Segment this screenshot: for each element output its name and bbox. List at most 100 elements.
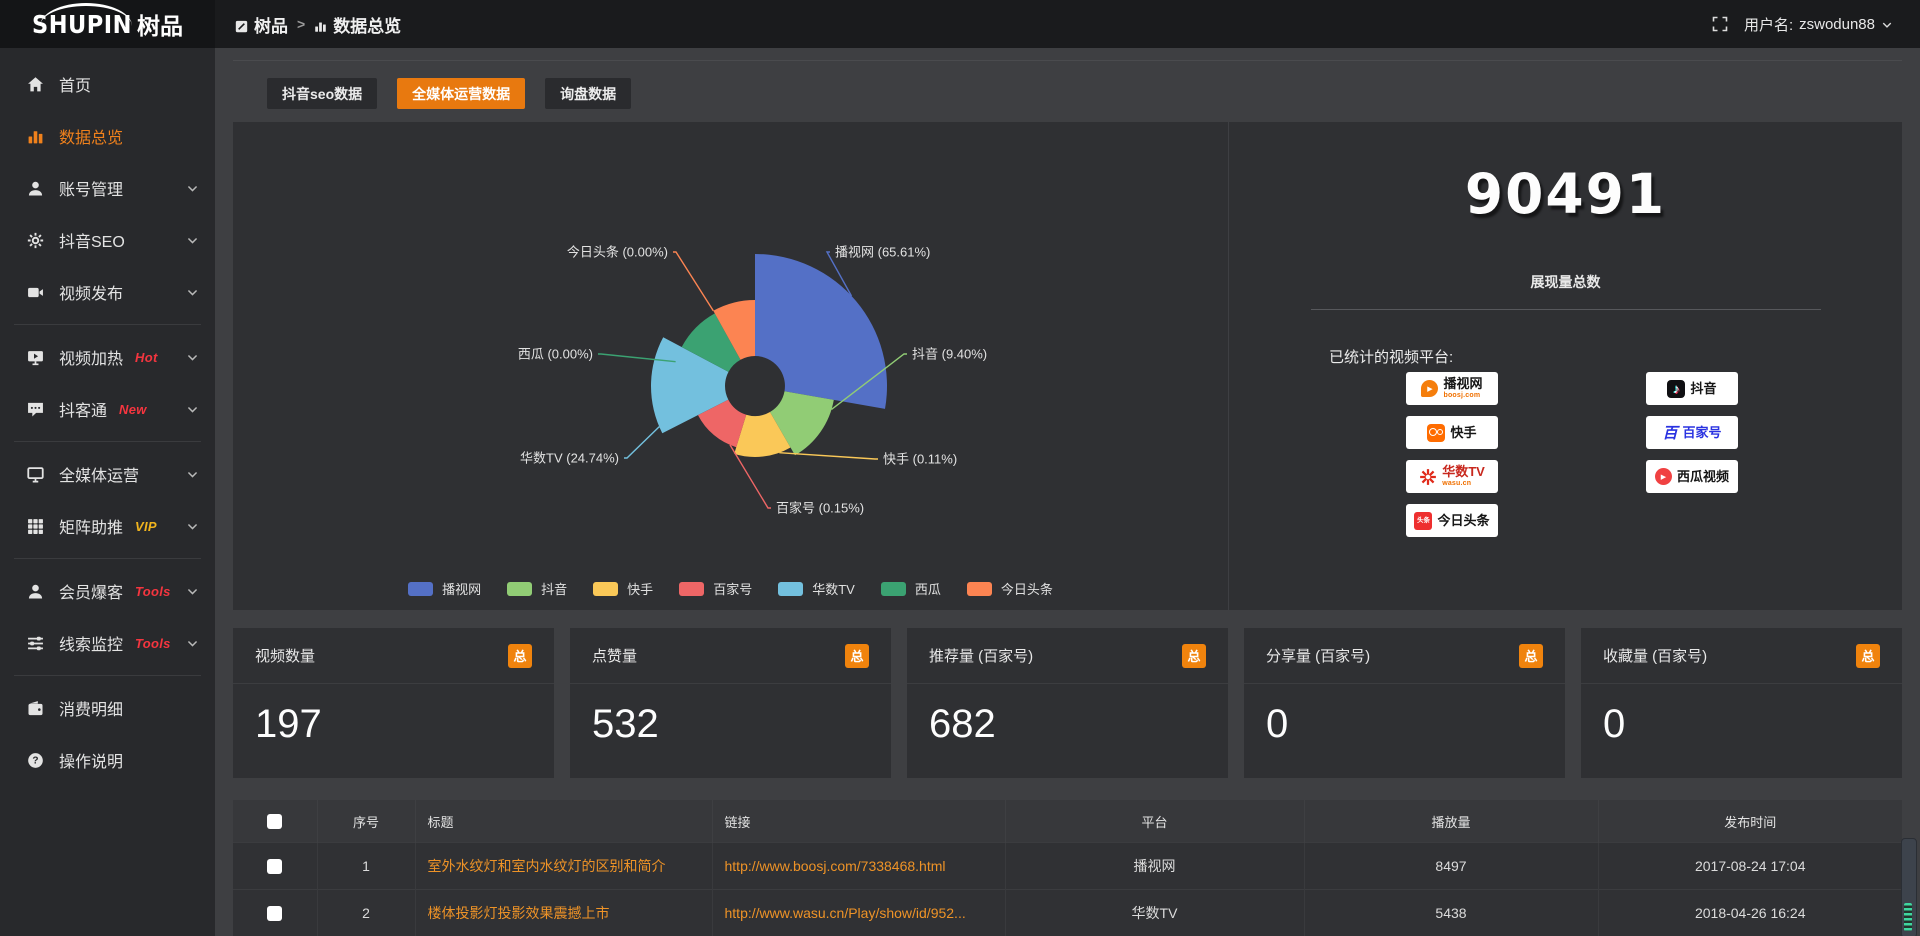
sidebar-item-badge: Tools (135, 635, 171, 651)
sidebar-item-6[interactable]: 视频加热 Hot (0, 331, 215, 383)
legend-item-1[interactable]: 播视网 (408, 579, 481, 598)
platform-name: 今日头条 (1437, 513, 1490, 528)
stat-card-title: 分享量 (百家号) (1266, 648, 1371, 665)
breadcrumb-root[interactable]: 树品 (235, 12, 288, 37)
sidebar-item-7[interactable]: 抖客通 New (0, 383, 215, 435)
sidebar-item-5[interactable]: 视频发布 (0, 266, 215, 318)
sidebar-item-2[interactable]: 数据总览 (0, 110, 215, 162)
legend-item-6[interactable]: 西瓜 (880, 579, 941, 598)
svg-text:?: ? (32, 755, 38, 766)
platform-subtext: boosj.com (1443, 391, 1481, 399)
stat-cards: 视频数量总 197 点赞量总 532 推荐量 (百家号) 总 682 分享量 (百家号) 总 0 收… (233, 628, 1902, 778)
sidebar-item-13[interactable]: ? 操作说明 (0, 734, 215, 786)
gear-icon (27, 232, 44, 249)
table-row-2: 2 楼体投影灯投影效果震撼上市 http://www.wasu.cn/Play/sh… (233, 889, 1902, 936)
sidebar-item-9[interactable]: 矩阵助推 VIP (0, 500, 215, 552)
sidebar-item-11[interactable]: 线索监控 Tools (0, 617, 215, 669)
legend-item-4[interactable]: 百家号 (679, 579, 752, 598)
sidebar-item-label: 首页 (59, 78, 92, 95)
pie-slice-7[interactable] (713, 300, 755, 360)
tab-1[interactable]: 抖音seo数据 (267, 78, 378, 109)
legend-label: 西瓜 (914, 582, 941, 597)
row-checkbox[interactable] (267, 858, 283, 874)
total-badge: 总 (508, 643, 532, 668)
pie-slice-1[interactable] (755, 254, 888, 409)
pie-label-line (825, 251, 853, 297)
chevron-down-icon (186, 468, 199, 481)
sidebar-item-12[interactable]: 消费明细 (0, 682, 215, 734)
legend-swatch (679, 581, 705, 596)
sidebar-item-badge: New (119, 401, 147, 417)
tab-2[interactable]: 全媒体运营数据 (397, 78, 526, 109)
legend-item-7[interactable]: 今日头条 (966, 579, 1053, 598)
stat-card-5: 收藏量 (百家号) 总 0 (1581, 628, 1902, 778)
pie-label-line (729, 444, 771, 509)
select-all-checkbox[interactable] (267, 813, 283, 829)
legend-label: 抖音 (541, 582, 568, 597)
topbar: SHUPIN 树品 树品 > 数据总览 用户名: (0, 0, 1920, 48)
row-url-link[interactable]: http://www.wasu.cn/Play/show/id/952... (711, 889, 1005, 936)
sidebar-divider (14, 675, 201, 676)
pie-label: 快手 (0.11%) (883, 452, 957, 467)
pie-label: 播视网 (65.61%) (835, 245, 930, 260)
chevron-down-icon (186, 637, 199, 650)
scrollbar-thumb[interactable] (1901, 838, 1917, 936)
tab-3[interactable]: 询盘数据 (545, 78, 632, 109)
platform-badge-wasu: 华数TV wasu.cn (1406, 460, 1498, 493)
platforms-label: 已统计的视频平台: (1329, 349, 1454, 366)
sidebar-item-badge: VIP (135, 518, 157, 534)
chevron-down-icon (186, 182, 199, 195)
pie-slice-4[interactable] (698, 399, 747, 448)
stat-card-header: 视频数量 总 (233, 628, 554, 684)
legend-item-5[interactable]: 华数TV (778, 579, 855, 598)
sidebar-divider (14, 441, 201, 442)
total-display-count: 90491 (1464, 162, 1667, 226)
user-menu[interactable]: 用户名: zswodun88 (1744, 14, 1894, 35)
row-checkbox[interactable] (267, 905, 283, 921)
stat-card-value: 682 (929, 702, 996, 746)
sidebar-item-4[interactable]: 抖音SEO (0, 214, 215, 266)
row-select-cell (233, 889, 317, 936)
legend-item-2[interactable]: 抖音 (507, 579, 567, 598)
row-title-link[interactable]: 室外水纹灯和室内水纹灯的区别和简介 (414, 842, 712, 890)
sidebar-item-label: 视频加热 (59, 351, 124, 368)
legend-label: 播视网 (442, 582, 482, 597)
breadcrumb-separator: > (297, 16, 306, 32)
legend-label: 快手 (627, 582, 654, 597)
stat-card-3: 推荐量 (百家号) 总 682 (907, 628, 1228, 778)
legend-swatch (880, 581, 906, 596)
chart-icon (27, 128, 44, 145)
fullscreen-icon[interactable] (1712, 16, 1728, 32)
scroll-stripes-decor (1904, 903, 1912, 931)
home-icon (27, 76, 44, 93)
sliders-icon (27, 635, 44, 652)
stat-card-4: 分享量 (百家号) 总 0 (1244, 628, 1565, 778)
row-title-link[interactable]: 楼体投影灯投影效果震撼上市 (414, 889, 712, 936)
pie-slice-2[interactable] (770, 391, 834, 456)
sidebar-item-badge: Tools (135, 583, 171, 599)
row-url-link[interactable]: http://www.boosj.com/7338468.html (711, 842, 1005, 890)
platform-badge-kuaishou: 快手 (1406, 416, 1498, 449)
pie-slice-6[interactable] (681, 313, 741, 372)
summary-divider (1311, 309, 1821, 310)
sidebar-item-1[interactable]: 首页 (0, 58, 215, 110)
table-header-row: 序号 标题 链接 平台 播放量 发布时间 (233, 800, 1902, 843)
legend-item-3[interactable]: 快手 (593, 579, 653, 598)
video-table: 序号 标题 链接 平台 播放量 发布时间 1 室外水纹灯和室内水纹灯的区别和简介 http:/… (233, 800, 1902, 936)
sidebar-item-8[interactable]: 全媒体运营 (0, 448, 215, 500)
breadcrumb-current[interactable]: 数据总览 (314, 12, 401, 37)
logo-text-cn: 树品 (136, 13, 183, 39)
overview-panel: 播视网 (65.61%) 抖音 (9.40%) 快手 (0.11%) 百家号 (0.1… (233, 122, 1902, 610)
user-label: 用户名: (1743, 16, 1794, 34)
pie-slice-3[interactable] (734, 412, 791, 458)
header-divider (233, 60, 1902, 61)
pie-label: 抖音 (9.40%) (912, 347, 987, 362)
sidebar-item-10[interactable]: 会员爆客 Tools (0, 565, 215, 617)
sidebar-item-label: 视频发布 (59, 286, 124, 303)
sidebar-item-3[interactable]: 账号管理 (0, 162, 215, 214)
heat-icon (27, 349, 44, 366)
table-header-col-6: 发布时间 (1597, 800, 1902, 843)
platform-badges-right: ♪ 抖音百百家号 ▶ 西瓜视频 (1646, 372, 1738, 493)
monitor-icon (27, 466, 44, 483)
